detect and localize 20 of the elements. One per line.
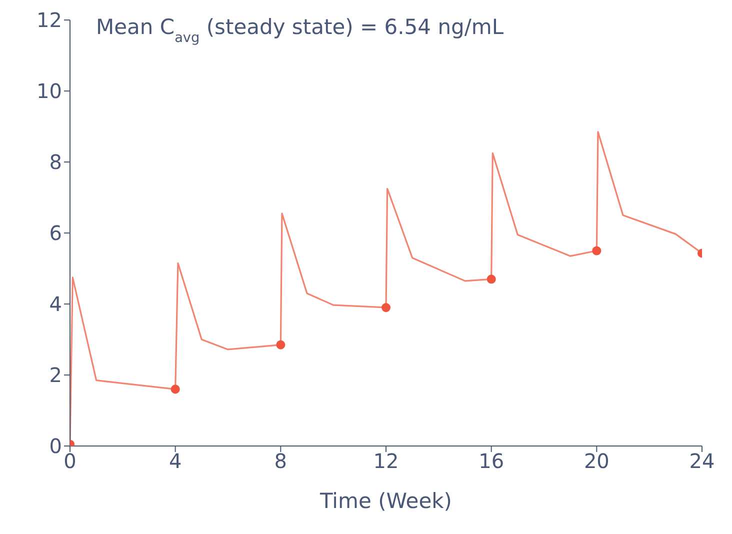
y-tick-label: 12 bbox=[36, 8, 62, 32]
x-tick-label: 20 bbox=[584, 449, 610, 474]
point bbox=[381, 303, 391, 312]
point bbox=[276, 340, 286, 350]
point bbox=[592, 246, 602, 256]
y-tick-label: 6 bbox=[49, 221, 62, 246]
x-axis-title: Time (Week) bbox=[319, 489, 452, 513]
y-tick-label: 10 bbox=[36, 79, 62, 104]
x-tick-label: 4 bbox=[168, 449, 182, 474]
point bbox=[486, 274, 496, 284]
y-tick-label: 2 bbox=[49, 363, 62, 388]
x-tick-label: 8 bbox=[274, 449, 288, 474]
annotation: Mean C$_{avg}$ (steady state) = 6.54 ng/mL bbox=[96, 15, 504, 46]
point bbox=[170, 384, 180, 394]
y-tick-label: 0 bbox=[49, 434, 62, 458]
y-tick-label: 4 bbox=[49, 292, 62, 316]
x-tick-label: 24 bbox=[689, 449, 715, 474]
x-tick-label: 12 bbox=[373, 449, 399, 474]
y-tick-label: 8 bbox=[49, 150, 62, 174]
x-tick-label: 16 bbox=[478, 449, 504, 474]
